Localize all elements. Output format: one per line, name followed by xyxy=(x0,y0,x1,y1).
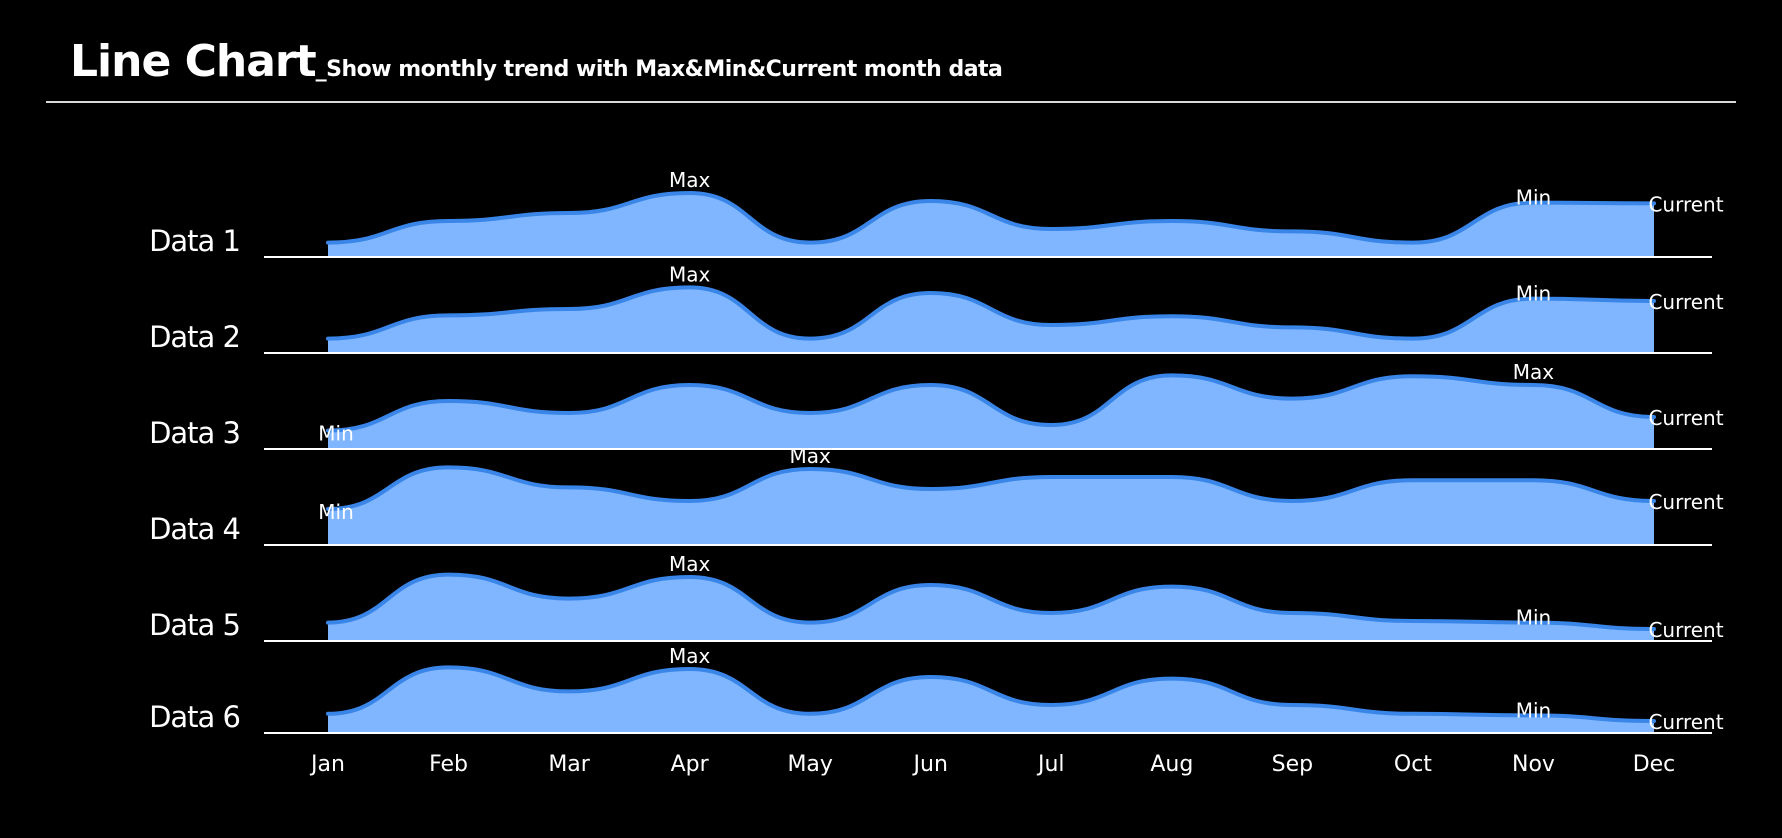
series-label-5: Data 5 xyxy=(149,608,240,642)
annotation-max-1: Max xyxy=(669,168,711,192)
series-line-1 xyxy=(326,191,1656,245)
annotation-current-3: Current xyxy=(1648,406,1723,430)
annotation-max-4: Max xyxy=(790,444,832,468)
series-label-1: Data 1 xyxy=(149,224,240,258)
x-tick-label: Mar xyxy=(548,752,590,777)
annotation-current-2: Current xyxy=(1648,290,1723,314)
series-line-5 xyxy=(326,572,1656,631)
series-line-3 xyxy=(326,373,1656,433)
x-tick-label: Sep xyxy=(1272,752,1313,777)
series-area-2 xyxy=(328,287,1654,353)
series-area-1 xyxy=(328,193,1654,257)
annotation-max-3: Max xyxy=(1513,360,1555,384)
annotation-current-1: Current xyxy=(1648,192,1723,216)
annotation-min-6: Min xyxy=(1516,698,1552,722)
x-tick-label: Jun xyxy=(912,752,948,777)
series-area-3 xyxy=(328,375,1654,449)
annotation-min-2: Min xyxy=(1516,282,1552,306)
annotation-min-3: Min xyxy=(318,422,354,446)
x-tick-label: Aug xyxy=(1150,752,1193,777)
title-divider xyxy=(46,101,1736,103)
annotation-min-4: Min xyxy=(318,500,354,524)
x-tick-label: Jul xyxy=(1036,752,1065,777)
annotation-min-5: Min xyxy=(1516,606,1552,630)
series-label-3: Data 3 xyxy=(149,416,240,450)
annotation-max-5: Max xyxy=(669,552,711,576)
annotation-max-6: Max xyxy=(669,644,711,668)
chart-subtitle: _Show monthly trend with Max&Min&Current… xyxy=(315,57,1003,82)
x-tick-label: Jan xyxy=(309,752,345,777)
series-label-6: Data 6 xyxy=(149,700,240,734)
series-label-2: Data 2 xyxy=(149,320,240,354)
series-line-2 xyxy=(326,285,1656,341)
chart-title-main: Line Chart xyxy=(70,36,317,87)
annotation-max-2: Max xyxy=(669,262,711,286)
x-tick-label: Nov xyxy=(1512,752,1555,777)
series-label-4: Data 4 xyxy=(149,512,240,546)
series-area-6 xyxy=(328,667,1654,733)
annotation-current-6: Current xyxy=(1648,710,1723,734)
series-area-4 xyxy=(328,467,1654,545)
x-tick-label: Dec xyxy=(1633,752,1676,777)
annotation-current-5: Current xyxy=(1648,618,1723,642)
x-tick-label: May xyxy=(787,752,832,777)
chart-title: Line Chart_Show monthly trend with Max&M… xyxy=(70,36,1003,87)
x-tick-label: Oct xyxy=(1394,752,1432,777)
annotation-current-4: Current xyxy=(1648,490,1723,514)
series-area-5 xyxy=(328,574,1654,641)
series-line-6 xyxy=(326,665,1656,723)
annotation-min-1: Min xyxy=(1516,186,1552,210)
x-tick-label: Apr xyxy=(671,752,710,777)
series-line-4 xyxy=(326,465,1656,511)
x-tick-label: Feb xyxy=(429,752,468,777)
